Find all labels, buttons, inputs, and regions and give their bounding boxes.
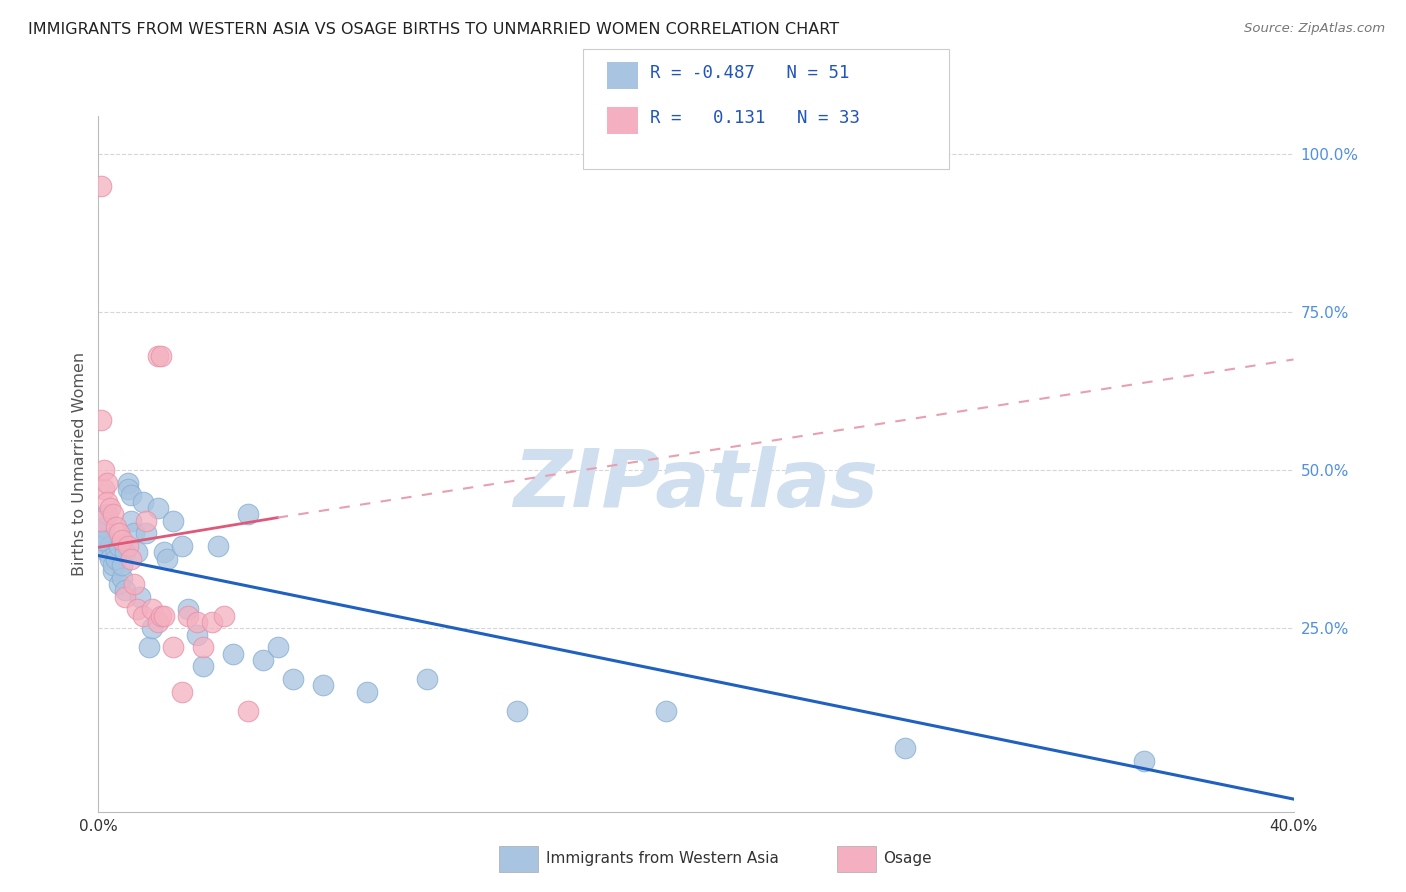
Point bbox=[117, 475, 139, 490]
Point bbox=[172, 684, 194, 698]
Point bbox=[114, 583, 136, 598]
Point bbox=[114, 590, 136, 604]
Point bbox=[132, 495, 155, 509]
Point bbox=[201, 615, 224, 629]
Y-axis label: Births to Unmarried Women: Births to Unmarried Women bbox=[72, 351, 87, 576]
Point bbox=[100, 551, 122, 566]
Point bbox=[281, 672, 304, 686]
Point bbox=[894, 741, 917, 756]
Point bbox=[90, 526, 112, 541]
Text: ZIPatlas: ZIPatlas bbox=[513, 446, 879, 524]
Point bbox=[105, 551, 128, 566]
Text: R = -0.487   N = 51: R = -0.487 N = 51 bbox=[650, 64, 849, 82]
Point bbox=[108, 526, 131, 541]
Point bbox=[212, 608, 235, 623]
Point bbox=[148, 501, 170, 516]
Point bbox=[90, 533, 112, 547]
Point bbox=[156, 551, 179, 566]
Point bbox=[1133, 754, 1156, 768]
Point bbox=[93, 482, 115, 496]
Text: Source: ZipAtlas.com: Source: ZipAtlas.com bbox=[1244, 22, 1385, 36]
Point bbox=[207, 539, 229, 553]
Point bbox=[108, 539, 131, 553]
Point bbox=[416, 672, 439, 686]
Point bbox=[138, 640, 160, 655]
Point bbox=[141, 621, 163, 635]
Point bbox=[124, 526, 146, 541]
Point bbox=[356, 684, 378, 698]
Point bbox=[103, 565, 125, 579]
Point bbox=[222, 647, 245, 661]
Point bbox=[132, 608, 155, 623]
Point bbox=[129, 590, 152, 604]
Point bbox=[100, 539, 122, 553]
Point bbox=[114, 545, 136, 559]
Point bbox=[150, 608, 173, 623]
Point bbox=[148, 615, 170, 629]
Point bbox=[103, 508, 125, 522]
Point bbox=[120, 514, 142, 528]
Point bbox=[177, 608, 200, 623]
Point bbox=[93, 533, 115, 547]
Point bbox=[120, 488, 142, 502]
Point bbox=[127, 545, 149, 559]
Point bbox=[191, 659, 214, 673]
Text: R =   0.131   N = 33: R = 0.131 N = 33 bbox=[650, 109, 859, 127]
Point bbox=[148, 349, 170, 363]
Point bbox=[162, 640, 184, 655]
Point bbox=[153, 608, 176, 623]
Point bbox=[111, 533, 134, 547]
Point bbox=[117, 539, 139, 553]
Point bbox=[177, 602, 200, 616]
Text: Immigrants from Western Asia: Immigrants from Western Asia bbox=[546, 852, 779, 866]
Point bbox=[311, 678, 333, 692]
Point bbox=[90, 539, 112, 553]
Point bbox=[162, 514, 184, 528]
Point bbox=[186, 627, 208, 641]
Point bbox=[90, 178, 112, 193]
Point bbox=[127, 602, 149, 616]
Point bbox=[96, 475, 118, 490]
Point bbox=[111, 571, 134, 585]
Point bbox=[124, 577, 146, 591]
Point bbox=[252, 653, 274, 667]
Point bbox=[236, 704, 259, 718]
Point bbox=[90, 412, 112, 426]
Point bbox=[100, 501, 122, 516]
Point bbox=[135, 514, 157, 528]
Point bbox=[153, 545, 176, 559]
Point bbox=[655, 704, 678, 718]
Point bbox=[111, 558, 134, 572]
Point bbox=[191, 640, 214, 655]
Point bbox=[141, 602, 163, 616]
Point bbox=[267, 640, 290, 655]
Point bbox=[105, 545, 128, 559]
Point bbox=[172, 539, 194, 553]
Point bbox=[90, 514, 112, 528]
Point bbox=[105, 520, 128, 534]
Point bbox=[96, 495, 118, 509]
Point bbox=[117, 482, 139, 496]
Point bbox=[186, 615, 208, 629]
Point bbox=[103, 558, 125, 572]
Text: IMMIGRANTS FROM WESTERN ASIA VS OSAGE BIRTHS TO UNMARRIED WOMEN CORRELATION CHAR: IMMIGRANTS FROM WESTERN ASIA VS OSAGE BI… bbox=[28, 22, 839, 37]
Point bbox=[120, 551, 142, 566]
Point bbox=[150, 349, 173, 363]
Point bbox=[93, 520, 115, 534]
Point bbox=[236, 508, 259, 522]
Point bbox=[93, 463, 115, 477]
Point bbox=[506, 704, 529, 718]
Point bbox=[108, 577, 131, 591]
Text: Osage: Osage bbox=[883, 852, 932, 866]
Point bbox=[135, 526, 157, 541]
Point bbox=[96, 508, 118, 522]
Point bbox=[96, 545, 118, 559]
